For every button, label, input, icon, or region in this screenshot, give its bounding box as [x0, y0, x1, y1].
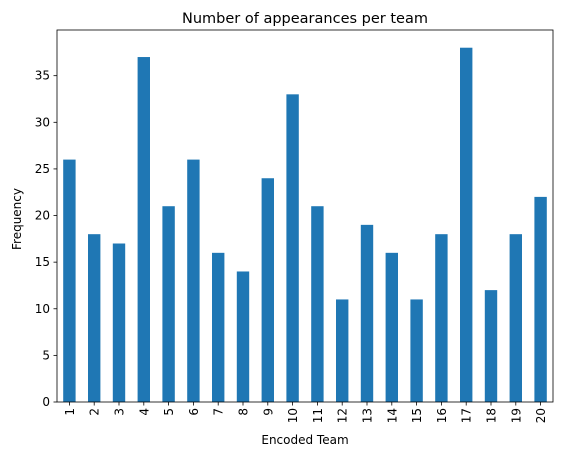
y-axis-ticks: 0 5 10 15 20 25 30 35 [35, 69, 57, 409]
bars-group [63, 47, 547, 403]
x-tick-label-15: 15 [410, 408, 424, 423]
y-tick-label-15: 15 [35, 255, 50, 269]
x-tick-label-6: 6 [187, 408, 201, 416]
bar-9 [261, 178, 274, 402]
x-axis-label: Encoded Team [261, 433, 348, 447]
x-tick-label-17: 17 [460, 408, 474, 423]
y-tick-label-5: 5 [42, 348, 50, 362]
bar-3 [112, 243, 126, 402]
bar-16 [435, 234, 448, 402]
bar-14 [385, 252, 398, 402]
x-tick-label-3: 3 [113, 408, 127, 416]
y-axis-label: Frequency [10, 188, 24, 250]
y-tick-label-10: 10 [35, 302, 50, 316]
bar-19 [509, 234, 522, 402]
bar-5 [162, 206, 175, 402]
bar-15 [410, 299, 423, 402]
y-tick-label-35: 35 [35, 69, 50, 83]
x-tick-label-7: 7 [212, 408, 226, 416]
bar-7 [212, 252, 225, 402]
chart-title: Number of appearances per team [182, 11, 428, 27]
x-tick-label-11: 11 [311, 408, 325, 423]
bar-11 [311, 206, 324, 402]
x-tick-label-20: 20 [534, 408, 548, 423]
y-tick-label-0: 0 [42, 395, 50, 409]
x-tick-label-9: 9 [261, 408, 275, 416]
bar-18 [484, 290, 498, 402]
x-tick-label-13: 13 [361, 408, 375, 423]
bar-12 [336, 299, 349, 402]
x-tick-label-12: 12 [336, 408, 350, 423]
bar-1 [63, 159, 76, 402]
x-tick-label-16: 16 [435, 408, 449, 423]
bar-8 [236, 271, 250, 402]
y-tick-label-20: 20 [35, 209, 50, 223]
plot-frame [56, 29, 554, 403]
x-tick-label-1: 1 [63, 408, 77, 416]
bar-13 [360, 224, 374, 402]
bar-10 [286, 94, 299, 403]
bar-20 [534, 196, 547, 402]
y-tick-label-30: 30 [35, 115, 50, 129]
x-tick-label-10: 10 [286, 408, 300, 423]
x-tick-label-5: 5 [162, 408, 176, 416]
bar-17 [460, 47, 473, 402]
bar-6 [187, 159, 200, 402]
x-tick-label-14: 14 [385, 408, 399, 423]
bar-2 [88, 234, 101, 402]
x-tick-label-19: 19 [509, 408, 523, 423]
x-axis-ticks: 1 2 3 4 5 6 7 8 9 10 11 12 13 14 15 16 17 18 19 20 [63, 402, 548, 423]
x-tick-label-4: 4 [137, 408, 151, 416]
x-tick-label-18: 18 [485, 408, 499, 423]
bar-4 [137, 57, 150, 402]
x-tick-label-8: 8 [237, 408, 251, 416]
y-tick-label-25: 25 [35, 162, 50, 176]
x-tick-label-2: 2 [88, 408, 102, 416]
